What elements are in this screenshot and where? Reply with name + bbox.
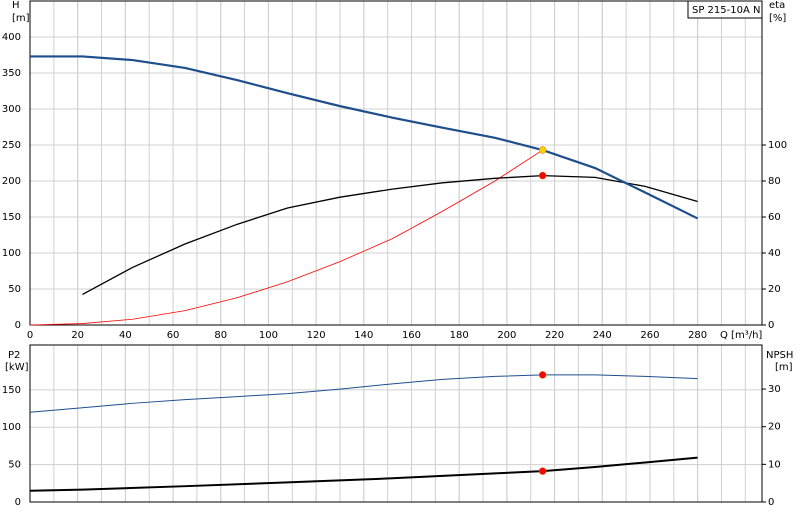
x-tick-label: 100 xyxy=(259,330,278,341)
y2-tick-label: 100 xyxy=(768,140,787,151)
x-tick-label: 140 xyxy=(354,330,373,341)
y-tick-label: 350 xyxy=(2,68,21,79)
y2-axis-label: eta xyxy=(769,0,785,11)
operating-point xyxy=(538,146,547,154)
x-tick-label: 240 xyxy=(593,330,612,341)
y2-axis-label: [%] xyxy=(769,13,786,24)
y2-tick-label: 40 xyxy=(768,248,781,259)
x-tick-label: 200 xyxy=(497,330,516,341)
x-axis-label: Q [m³/h] xyxy=(720,330,762,341)
plot-frame xyxy=(29,344,763,503)
y2-tick-label: 80 xyxy=(768,176,781,187)
x-tick-label: 260 xyxy=(640,330,659,341)
y-tick-label: 100 xyxy=(2,422,21,433)
y2-axis-label: [m] xyxy=(775,362,793,373)
curve xyxy=(29,149,543,326)
x-tick-label: 160 xyxy=(402,330,421,341)
y-tick-label: 0 xyxy=(15,320,21,331)
x-tick-label: 0 xyxy=(27,330,33,341)
y-tick-label: 0 xyxy=(15,497,21,508)
y2-tick-label: 0 xyxy=(768,320,774,331)
curve xyxy=(30,55,699,220)
y-tick-label: 300 xyxy=(2,104,21,115)
y-axis-label: [m] xyxy=(12,13,30,24)
y-tick-label: 200 xyxy=(2,176,21,187)
y2-tick-label: 0 xyxy=(768,497,774,508)
y-tick-label: 150 xyxy=(2,385,21,396)
x-tick-label: 220 xyxy=(545,330,564,341)
plot-frame xyxy=(29,0,763,326)
y2-tick-label: 10 xyxy=(768,459,781,470)
y2-tick-label: 60 xyxy=(768,212,781,223)
y-tick-label: 150 xyxy=(2,212,21,223)
x-tick-label: 60 xyxy=(167,330,180,341)
y-tick-label: 50 xyxy=(8,284,21,295)
x-tick-label: 180 xyxy=(450,330,469,341)
y-tick-label: 400 xyxy=(2,32,21,43)
curve xyxy=(82,174,698,295)
label-box-text: SP 215-10A N xyxy=(692,5,760,16)
x-tick-label: 20 xyxy=(71,330,84,341)
label-box xyxy=(687,0,763,19)
y-tick-label: 250 xyxy=(2,140,21,151)
x-tick-label: 40 xyxy=(119,330,132,341)
x-tick-label: 120 xyxy=(307,330,326,341)
curve xyxy=(29,374,698,413)
x-tick-label: 280 xyxy=(688,330,707,341)
x-tick-label: 80 xyxy=(214,330,227,341)
y-tick-label: 100 xyxy=(2,248,21,259)
operating-point xyxy=(538,171,547,180)
operating-point xyxy=(538,467,547,475)
y2-tick-label: 30 xyxy=(768,384,781,395)
curve xyxy=(29,456,698,492)
y2-axis-label: NPSH xyxy=(766,350,793,361)
y-axis-label: [kW] xyxy=(5,362,29,373)
y-tick-label: 50 xyxy=(8,460,21,471)
y-axis-label: H xyxy=(12,0,20,11)
y2-tick-label: 20 xyxy=(768,284,781,295)
y2-tick-label: 20 xyxy=(768,422,781,433)
operating-point xyxy=(538,371,547,379)
y-axis-label: P2 xyxy=(8,350,20,361)
